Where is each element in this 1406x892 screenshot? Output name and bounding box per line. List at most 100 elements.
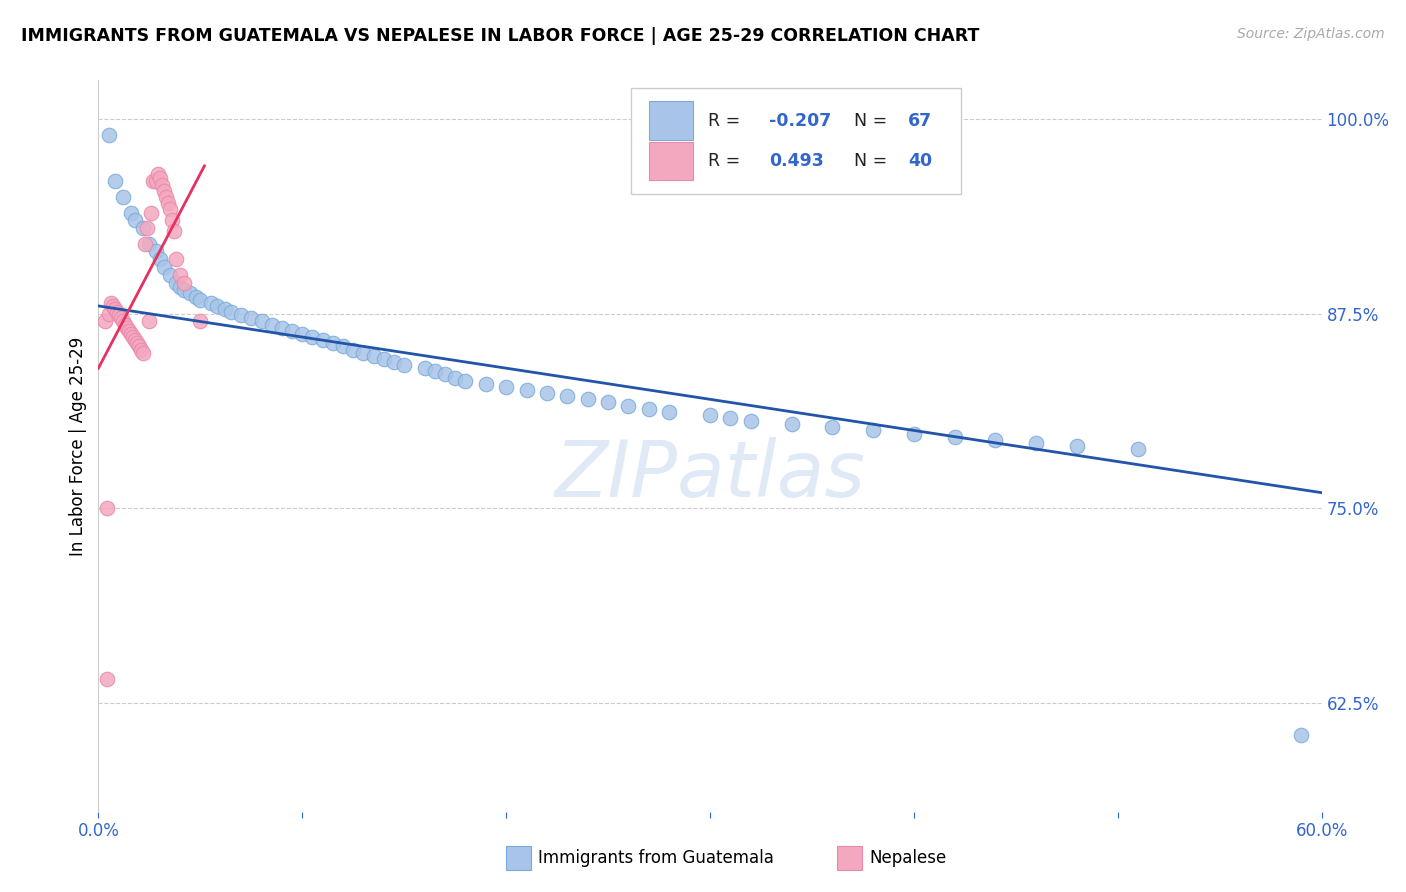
Point	[373, 351, 395, 366]
Point	[444, 370, 467, 384]
Point	[150, 178, 173, 192]
Point	[186, 290, 208, 304]
Point	[1128, 442, 1150, 456]
Point	[97, 128, 120, 142]
Point	[720, 411, 742, 425]
Text: ZIPatlas: ZIPatlas	[554, 437, 866, 513]
FancyBboxPatch shape	[650, 102, 693, 139]
Point	[120, 326, 142, 341]
Point	[136, 221, 159, 235]
Point	[240, 311, 263, 326]
Point	[1066, 439, 1088, 453]
Point	[214, 301, 236, 316]
Point	[93, 314, 115, 328]
Point	[104, 174, 127, 188]
Point	[495, 380, 517, 394]
Point	[138, 236, 160, 251]
Text: Nepalese: Nepalese	[869, 848, 946, 867]
Point	[155, 190, 177, 204]
Point	[142, 174, 165, 188]
Point	[291, 326, 314, 341]
Point	[173, 276, 195, 290]
Point	[152, 260, 174, 274]
Text: N =: N =	[855, 112, 893, 129]
Point	[188, 314, 212, 328]
Point	[821, 420, 844, 434]
Point	[576, 392, 599, 407]
Point	[862, 424, 884, 438]
Text: R =: R =	[707, 112, 745, 129]
Point	[413, 361, 436, 376]
Point	[658, 405, 681, 419]
Point	[114, 318, 136, 332]
Point	[108, 308, 131, 322]
Text: IMMIGRANTS FROM GUATEMALA VS NEPALESE IN LABOR FORCE | AGE 25-29 CORRELATION CHA: IMMIGRANTS FROM GUATEMALA VS NEPALESE IN…	[21, 27, 980, 45]
Point	[454, 374, 477, 388]
FancyBboxPatch shape	[630, 87, 960, 194]
FancyBboxPatch shape	[650, 142, 693, 180]
Text: Source: ZipAtlas.com: Source: ZipAtlas.com	[1237, 27, 1385, 41]
Point	[165, 252, 187, 267]
Point	[149, 171, 172, 186]
Point	[205, 299, 228, 313]
Point	[516, 383, 538, 397]
Point	[110, 311, 132, 326]
Point	[120, 205, 142, 219]
Point	[474, 376, 498, 391]
Text: 67: 67	[908, 112, 932, 129]
Point	[165, 276, 187, 290]
Point	[699, 408, 721, 422]
Text: -0.207: -0.207	[769, 112, 831, 129]
Point	[617, 399, 640, 413]
Point	[260, 318, 283, 332]
Y-axis label: In Labor Force | Age 25-29: In Labor Force | Age 25-29	[69, 336, 87, 556]
Point	[638, 401, 661, 416]
Point	[1025, 436, 1047, 450]
Point	[740, 414, 762, 428]
Point	[101, 299, 124, 313]
Point	[943, 430, 966, 444]
Point	[173, 284, 195, 298]
Point	[145, 244, 167, 259]
Point	[132, 345, 155, 359]
Point	[423, 364, 446, 378]
Point	[118, 324, 141, 338]
Point	[250, 314, 273, 328]
Text: 40: 40	[908, 152, 932, 169]
Point	[152, 184, 174, 198]
Point	[146, 167, 169, 181]
Point	[111, 190, 134, 204]
Point	[392, 358, 416, 372]
Point	[128, 339, 150, 353]
Point	[169, 280, 191, 294]
Point	[124, 213, 146, 227]
Point	[100, 295, 122, 310]
Point	[200, 295, 222, 310]
Point	[127, 336, 149, 351]
Point	[281, 324, 304, 338]
Point	[780, 417, 803, 432]
Point	[138, 314, 160, 328]
Text: N =: N =	[855, 152, 893, 169]
Point	[270, 320, 294, 334]
Point	[122, 330, 145, 344]
Point	[598, 395, 620, 409]
Point	[342, 343, 364, 357]
Point	[145, 174, 167, 188]
Point	[156, 196, 179, 211]
Point	[322, 336, 344, 351]
Point	[352, 345, 374, 359]
Point	[1291, 729, 1313, 743]
Point	[363, 349, 385, 363]
Point	[105, 305, 128, 319]
Point	[557, 389, 579, 403]
Point	[134, 236, 156, 251]
Point	[332, 339, 354, 353]
Text: R =: R =	[707, 152, 745, 169]
Text: Immigrants from Guatemala: Immigrants from Guatemala	[538, 848, 775, 867]
Point	[160, 213, 183, 227]
Point	[163, 224, 186, 238]
Point	[984, 433, 1007, 447]
Point	[115, 320, 138, 334]
Point	[382, 355, 405, 369]
